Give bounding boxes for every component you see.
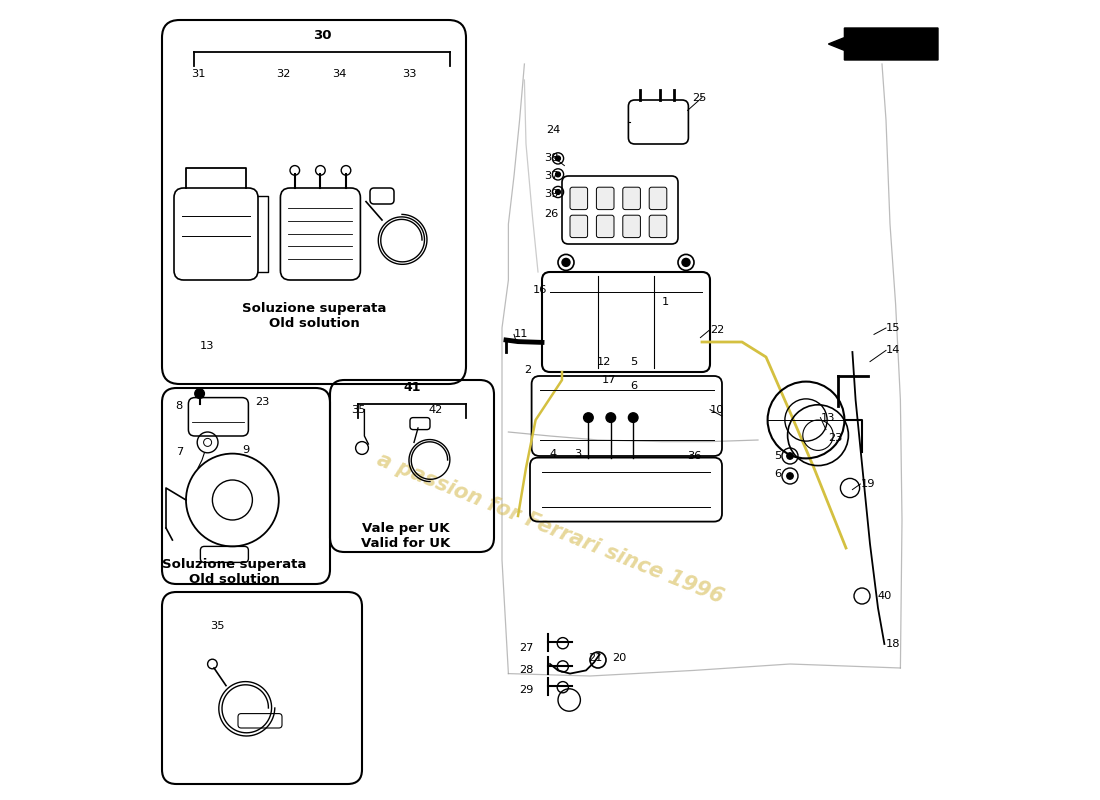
Text: 25: 25	[692, 93, 707, 102]
FancyBboxPatch shape	[623, 215, 640, 238]
Circle shape	[562, 258, 570, 266]
Text: 5: 5	[774, 451, 781, 461]
Text: 20: 20	[613, 653, 627, 662]
Text: 36: 36	[688, 451, 702, 461]
Text: 5: 5	[630, 357, 637, 366]
FancyBboxPatch shape	[596, 187, 614, 210]
Text: 37: 37	[544, 171, 559, 181]
Text: 35: 35	[210, 621, 224, 630]
Text: 16: 16	[532, 285, 547, 294]
Text: 6: 6	[774, 469, 781, 478]
Text: 40: 40	[878, 591, 892, 601]
Text: 27: 27	[519, 643, 534, 653]
Circle shape	[682, 258, 690, 266]
Circle shape	[195, 389, 205, 398]
Text: 31: 31	[191, 69, 206, 78]
Text: 26: 26	[544, 209, 559, 218]
Text: 13: 13	[199, 341, 214, 350]
Text: 30: 30	[312, 30, 331, 42]
Text: 21: 21	[588, 653, 603, 662]
Text: 23: 23	[255, 398, 270, 407]
Text: 19: 19	[860, 479, 875, 489]
Text: 17: 17	[602, 375, 616, 385]
Text: 6: 6	[630, 381, 637, 390]
Text: 1: 1	[662, 298, 669, 307]
Circle shape	[628, 413, 638, 422]
Text: 15: 15	[886, 323, 901, 333]
Polygon shape	[828, 28, 938, 60]
Text: 24: 24	[546, 125, 560, 134]
Text: 33: 33	[402, 69, 417, 78]
Text: 41: 41	[404, 382, 420, 394]
FancyBboxPatch shape	[623, 187, 640, 210]
Text: a passion for Ferrari since 1996: a passion for Ferrari since 1996	[374, 449, 726, 607]
Text: Soluzione superata
Old solution: Soluzione superata Old solution	[242, 302, 386, 330]
Text: 12: 12	[596, 357, 611, 366]
Text: 39: 39	[544, 190, 559, 199]
Text: 4: 4	[550, 450, 557, 459]
Text: 23: 23	[828, 434, 843, 443]
Circle shape	[606, 413, 616, 422]
Circle shape	[786, 453, 793, 459]
Text: 2: 2	[525, 365, 531, 374]
Text: 13: 13	[821, 413, 835, 422]
Text: 32: 32	[276, 69, 290, 78]
Circle shape	[556, 156, 560, 161]
Circle shape	[786, 473, 793, 479]
Text: 14: 14	[886, 346, 901, 355]
Text: 10: 10	[710, 405, 725, 414]
Text: 22: 22	[710, 325, 724, 334]
Text: 34: 34	[332, 69, 346, 78]
Circle shape	[584, 413, 593, 422]
Text: Soluzione superata
Old solution: Soluzione superata Old solution	[162, 558, 306, 586]
FancyBboxPatch shape	[649, 187, 667, 210]
FancyBboxPatch shape	[596, 215, 614, 238]
Text: 7: 7	[176, 447, 183, 457]
Text: 3: 3	[574, 450, 581, 459]
Circle shape	[556, 172, 560, 177]
Text: 35: 35	[352, 406, 366, 415]
Text: 38: 38	[544, 153, 559, 162]
FancyBboxPatch shape	[570, 187, 587, 210]
FancyBboxPatch shape	[649, 215, 667, 238]
Text: 8: 8	[176, 401, 183, 410]
Circle shape	[556, 190, 560, 194]
Text: 29: 29	[519, 685, 534, 694]
FancyBboxPatch shape	[570, 215, 587, 238]
Text: Vale per UK
Valid for UK: Vale per UK Valid for UK	[362, 522, 451, 550]
Text: 18: 18	[886, 639, 901, 649]
Text: 9: 9	[242, 446, 250, 455]
Text: 11: 11	[514, 330, 528, 339]
Text: 28: 28	[519, 665, 534, 674]
Text: 42: 42	[428, 406, 442, 415]
